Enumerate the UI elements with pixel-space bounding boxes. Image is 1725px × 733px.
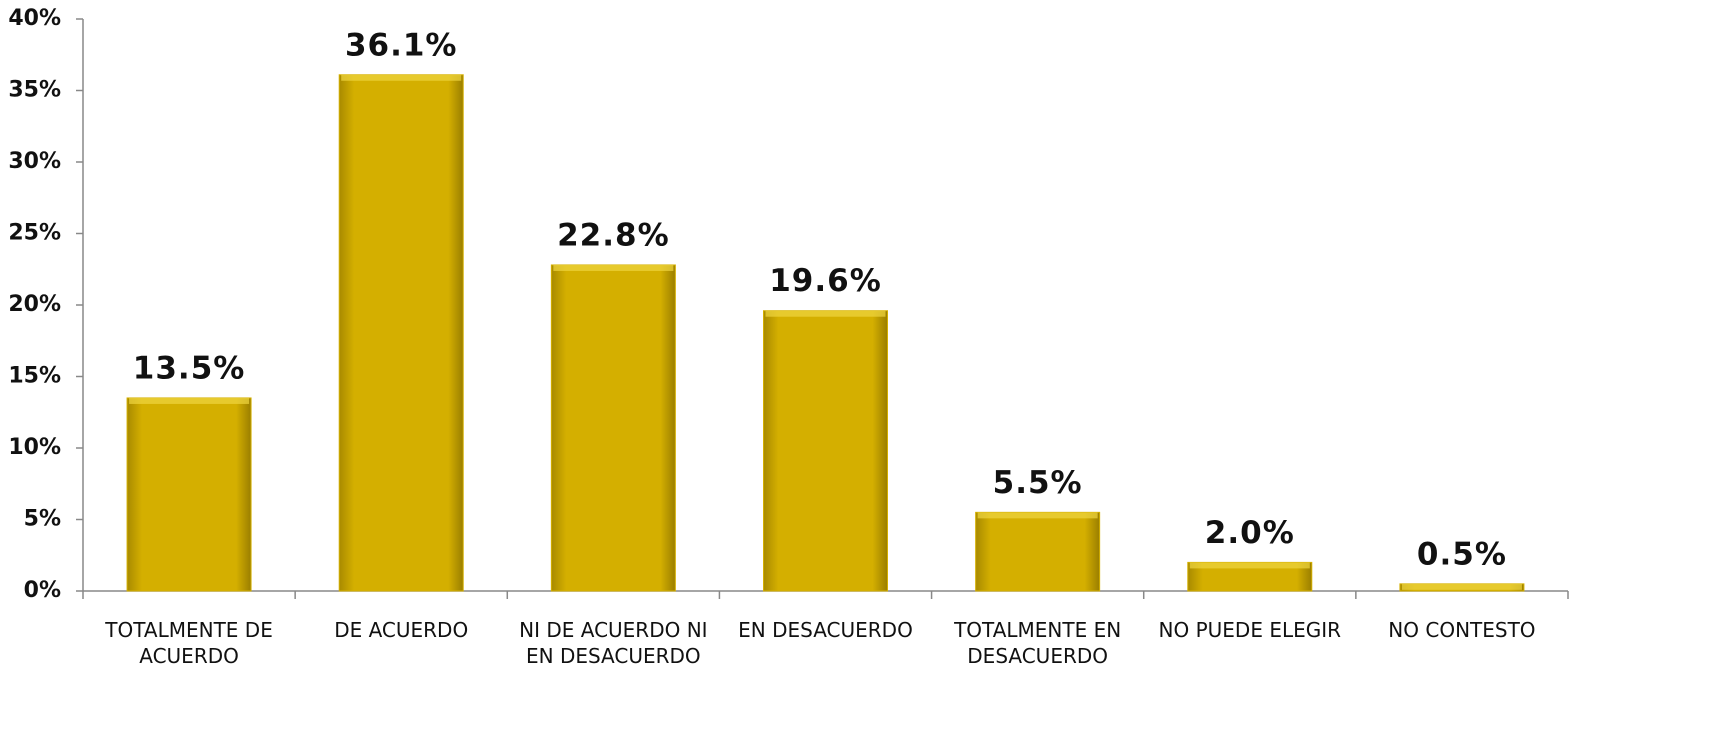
y-tick-label: 40% <box>8 6 61 31</box>
value-label: 36.1% <box>345 27 458 63</box>
bar-highlight <box>1401 583 1522 590</box>
y-tick-label: 35% <box>8 78 61 103</box>
value-label: 22.8% <box>557 217 670 253</box>
y-tick-label: 15% <box>8 364 61 389</box>
x-tick-label: DE ACUERDO <box>334 618 469 642</box>
bar-highlight <box>553 264 674 271</box>
x-tick-label: NO PUEDE ELEGIR <box>1158 618 1342 642</box>
bar-highlight <box>129 397 250 404</box>
x-tick-label: EN DESACUERDO <box>738 618 913 642</box>
y-tick-label: 25% <box>8 221 61 246</box>
x-tick-label: TOTALMENTE DE ACUERDO <box>105 618 273 668</box>
value-label: 13.5% <box>133 350 246 386</box>
bar <box>338 74 464 592</box>
bar <box>126 397 252 592</box>
bar-highlight <box>765 310 886 317</box>
y-tick-label: 10% <box>8 435 61 460</box>
value-label: 19.6% <box>769 263 882 299</box>
y-tick-label: 30% <box>8 149 61 174</box>
value-label: 0.5% <box>1417 536 1507 572</box>
y-tick-label: 0% <box>24 578 61 603</box>
bar <box>550 264 676 592</box>
bar <box>763 310 888 592</box>
bar-highlight <box>977 512 1098 519</box>
x-tick-label: NO CONTESTO <box>1388 618 1536 642</box>
x-tick-label: NI DE ACUERDO NI EN DESACUERDO <box>519 618 708 668</box>
bar-highlight <box>1189 562 1310 569</box>
x-tick-label: TOTALMENTE EN DESACUERDO <box>954 618 1122 668</box>
y-tick-label: 20% <box>8 292 61 317</box>
bar-highlight <box>341 74 462 81</box>
value-label: 2.0% <box>1205 515 1295 551</box>
y-tick-label: 5% <box>24 507 61 532</box>
bar <box>975 511 1101 592</box>
value-label: 5.5% <box>993 465 1083 501</box>
